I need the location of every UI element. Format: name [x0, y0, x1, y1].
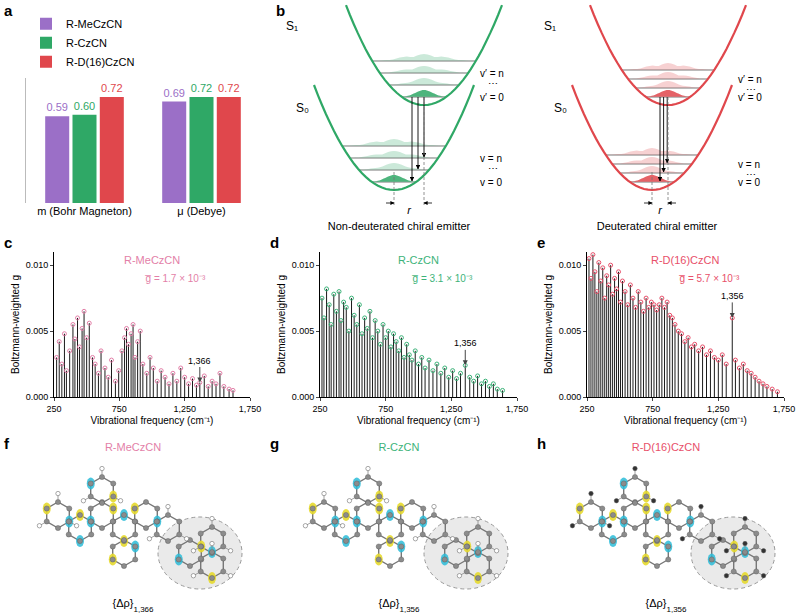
svg-text:μ (Debye): μ (Debye) [177, 205, 226, 217]
svg-text:{Δρ}1,366: {Δρ}1,366 [113, 597, 155, 614]
svg-text:1,750: 1,750 [239, 404, 262, 414]
svg-text:Boltzmann-weighted g: Boltzmann-weighted g [276, 275, 287, 374]
svg-text:1,356: 1,356 [454, 338, 477, 348]
svg-text:0.010: 0.010 [292, 260, 315, 270]
svg-text:0.60: 0.60 [74, 100, 95, 112]
svg-text:250: 250 [579, 404, 594, 414]
svg-text:m (Bohr Magneton): m (Bohr Magneton) [37, 205, 132, 217]
svg-text:R-D(16)CzCN: R-D(16)CzCN [632, 441, 701, 453]
svg-text:v = n: v = n [738, 159, 760, 170]
svg-text:{Δρ}1,356: {Δρ}1,356 [379, 597, 421, 614]
svg-text:0.72: 0.72 [101, 82, 122, 94]
svg-text:1,250: 1,250 [440, 404, 463, 414]
html-text:g: g [270, 435, 280, 452]
svg-text:250: 250 [46, 404, 61, 414]
svg-text:0.72: 0.72 [191, 82, 212, 94]
svg-text:1,250: 1,250 [707, 404, 730, 414]
svg-text:0.000: 0.000 [559, 392, 582, 402]
svg-text:v′ = n: v′ = n [480, 68, 504, 79]
html-text:h: h [537, 435, 547, 452]
html-text:f: f [4, 435, 9, 452]
svg-text:750: 750 [645, 404, 660, 414]
svg-text:R-MeCzCN: R-MeCzCN [105, 441, 161, 453]
svg-text:R-MeCzCN: R-MeCzCN [124, 254, 180, 266]
svg-text:1,366: 1,366 [188, 356, 211, 366]
svg-text:1,250: 1,250 [173, 404, 196, 414]
svg-text:1,356: 1,356 [721, 291, 744, 301]
svg-text:0.000: 0.000 [26, 392, 49, 402]
svg-text:Vibrational frequency (cm⁻¹): Vibrational frequency (cm⁻¹) [357, 415, 480, 426]
svg-text:v′ = 0: v′ = 0 [738, 92, 762, 103]
svg-text:R-CzCN: R-CzCN [66, 37, 107, 49]
svg-text:Boltzmann-weighted g: Boltzmann-weighted g [543, 275, 554, 374]
svg-text:0.010: 0.010 [26, 260, 49, 270]
svg-text:750: 750 [378, 404, 393, 414]
svg-text:250: 250 [312, 404, 327, 414]
svg-text:R-D(16)CzCN: R-D(16)CzCN [651, 254, 720, 266]
html-text:a: a [4, 2, 13, 19]
svg-text:0.005: 0.005 [292, 326, 315, 336]
svg-text:0.69: 0.69 [163, 87, 184, 99]
svg-text:R-MeCzCN: R-MeCzCN [66, 18, 122, 30]
svg-text:S₁: S₁ [544, 19, 556, 33]
svg-text:Vibrational frequency (cm⁻¹): Vibrational frequency (cm⁻¹) [624, 415, 747, 426]
svg-text:S₀: S₀ [296, 101, 309, 115]
svg-text:S₁: S₁ [286, 19, 298, 33]
svg-text:v′ = n: v′ = n [738, 74, 762, 85]
svg-text:Deuterated chiral emitter: Deuterated chiral emitter [597, 220, 718, 232]
svg-text:0.005: 0.005 [26, 326, 49, 336]
svg-text:Vibrational frequency (cm⁻¹): Vibrational frequency (cm⁻¹) [91, 415, 214, 426]
svg-text:{Δρ}1,356: {Δρ}1,356 [646, 597, 688, 614]
svg-text:g̅ = 5.7 × 10⁻³: g̅ = 5.7 × 10⁻³ [679, 273, 740, 284]
html-text:e: e [537, 234, 546, 251]
svg-text:1,750: 1,750 [773, 404, 796, 414]
svg-text:R-D(16)CzCN: R-D(16)CzCN [66, 56, 135, 68]
svg-text:Boltzmann-weighted g: Boltzmann-weighted g [10, 275, 21, 374]
svg-text:0.72: 0.72 [218, 82, 239, 94]
svg-text:0.000: 0.000 [292, 392, 315, 402]
svg-text:⋯: ⋯ [488, 78, 498, 89]
svg-text:R-CzCN: R-CzCN [398, 254, 439, 266]
svg-text:0.59: 0.59 [46, 101, 67, 113]
svg-text:v = 0: v = 0 [738, 177, 760, 188]
svg-text:g̅ = 3.1 × 10⁻³: g̅ = 3.1 × 10⁻³ [412, 273, 473, 284]
html-text:c: c [4, 234, 13, 251]
svg-text:0.005: 0.005 [559, 326, 582, 336]
svg-text:Non-deuterated chiral emitter: Non-deuterated chiral emitter [328, 220, 471, 232]
svg-text:R-CzCN: R-CzCN [379, 441, 420, 453]
html-text:d: d [270, 234, 280, 251]
svg-text:v = 0: v = 0 [480, 177, 502, 188]
svg-text:S₀: S₀ [554, 101, 567, 115]
html-text:b: b [276, 2, 286, 19]
svg-text:g̅ = 1.7 × 10⁻³: g̅ = 1.7 × 10⁻³ [145, 273, 206, 284]
svg-text:1,750: 1,750 [506, 404, 529, 414]
svg-text:r: r [407, 204, 412, 216]
svg-text:750: 750 [112, 404, 127, 414]
svg-text:v = n: v = n [480, 153, 502, 164]
svg-text:r: r [658, 204, 663, 216]
svg-text:⋯: ⋯ [488, 163, 498, 174]
svg-text:v′ = 0: v′ = 0 [480, 92, 504, 103]
svg-text:0.010: 0.010 [559, 260, 582, 270]
